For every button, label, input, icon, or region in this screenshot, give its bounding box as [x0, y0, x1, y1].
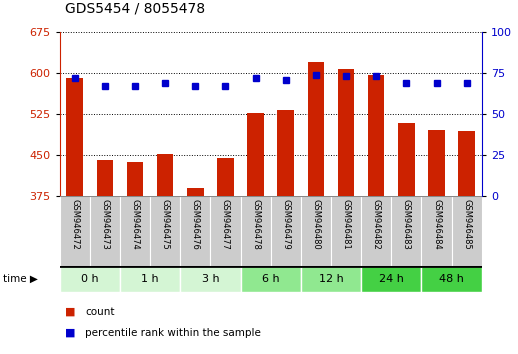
Text: GSM946472: GSM946472 [70, 199, 79, 249]
Bar [301, 266, 361, 292]
Text: ■: ■ [65, 328, 75, 338]
Bar [331, 196, 361, 266]
Text: GSM946475: GSM946475 [161, 199, 169, 249]
Text: GSM946483: GSM946483 [402, 199, 411, 250]
Text: GSM946481: GSM946481 [341, 199, 351, 249]
Bar [157, 154, 174, 196]
Text: count: count [85, 307, 115, 316]
Text: 0 h: 0 h [81, 274, 98, 284]
Text: 3 h: 3 h [202, 274, 219, 284]
Bar [308, 62, 324, 196]
Text: GSM946477: GSM946477 [221, 199, 230, 250]
Bar [368, 75, 384, 196]
Bar [247, 113, 264, 196]
Bar [240, 266, 301, 292]
Bar [150, 196, 180, 266]
Bar [422, 196, 452, 266]
Bar [361, 196, 391, 266]
Text: 48 h: 48 h [439, 274, 464, 284]
Text: percentile rank within the sample: percentile rank within the sample [85, 328, 262, 338]
Bar [361, 266, 422, 292]
Text: GSM946485: GSM946485 [462, 199, 471, 249]
Bar [338, 69, 354, 196]
Text: GSM946476: GSM946476 [191, 199, 200, 250]
Bar [240, 196, 271, 266]
Text: GSM946473: GSM946473 [100, 199, 109, 250]
Bar [301, 196, 331, 266]
Bar [187, 188, 204, 196]
Bar [452, 196, 482, 266]
Bar [422, 266, 482, 292]
Bar [217, 158, 234, 196]
Bar [60, 196, 90, 266]
Text: GSM946484: GSM946484 [432, 199, 441, 249]
Bar [210, 196, 240, 266]
Text: 1 h: 1 h [141, 274, 159, 284]
Bar [120, 196, 150, 266]
Bar [180, 196, 210, 266]
Text: ■: ■ [65, 307, 75, 316]
Text: 6 h: 6 h [262, 274, 280, 284]
Text: GSM946474: GSM946474 [131, 199, 139, 249]
Bar [398, 124, 414, 196]
Text: GDS5454 / 8055478: GDS5454 / 8055478 [65, 2, 205, 16]
Bar [127, 162, 143, 196]
Bar [60, 266, 120, 292]
Bar [278, 110, 294, 196]
Bar [90, 196, 120, 266]
Text: 24 h: 24 h [379, 274, 404, 284]
Bar [120, 266, 180, 292]
Text: GSM946478: GSM946478 [251, 199, 260, 250]
Text: GSM946480: GSM946480 [311, 199, 321, 249]
Text: 12 h: 12 h [319, 274, 343, 284]
Text: GSM946482: GSM946482 [372, 199, 381, 249]
Bar [180, 266, 240, 292]
Bar [458, 131, 475, 196]
Text: time ▶: time ▶ [3, 274, 37, 284]
Bar [270, 196, 301, 266]
Bar [391, 196, 422, 266]
Text: GSM946479: GSM946479 [281, 199, 290, 249]
Bar [428, 130, 445, 196]
Bar [96, 160, 113, 196]
Bar [66, 79, 83, 196]
